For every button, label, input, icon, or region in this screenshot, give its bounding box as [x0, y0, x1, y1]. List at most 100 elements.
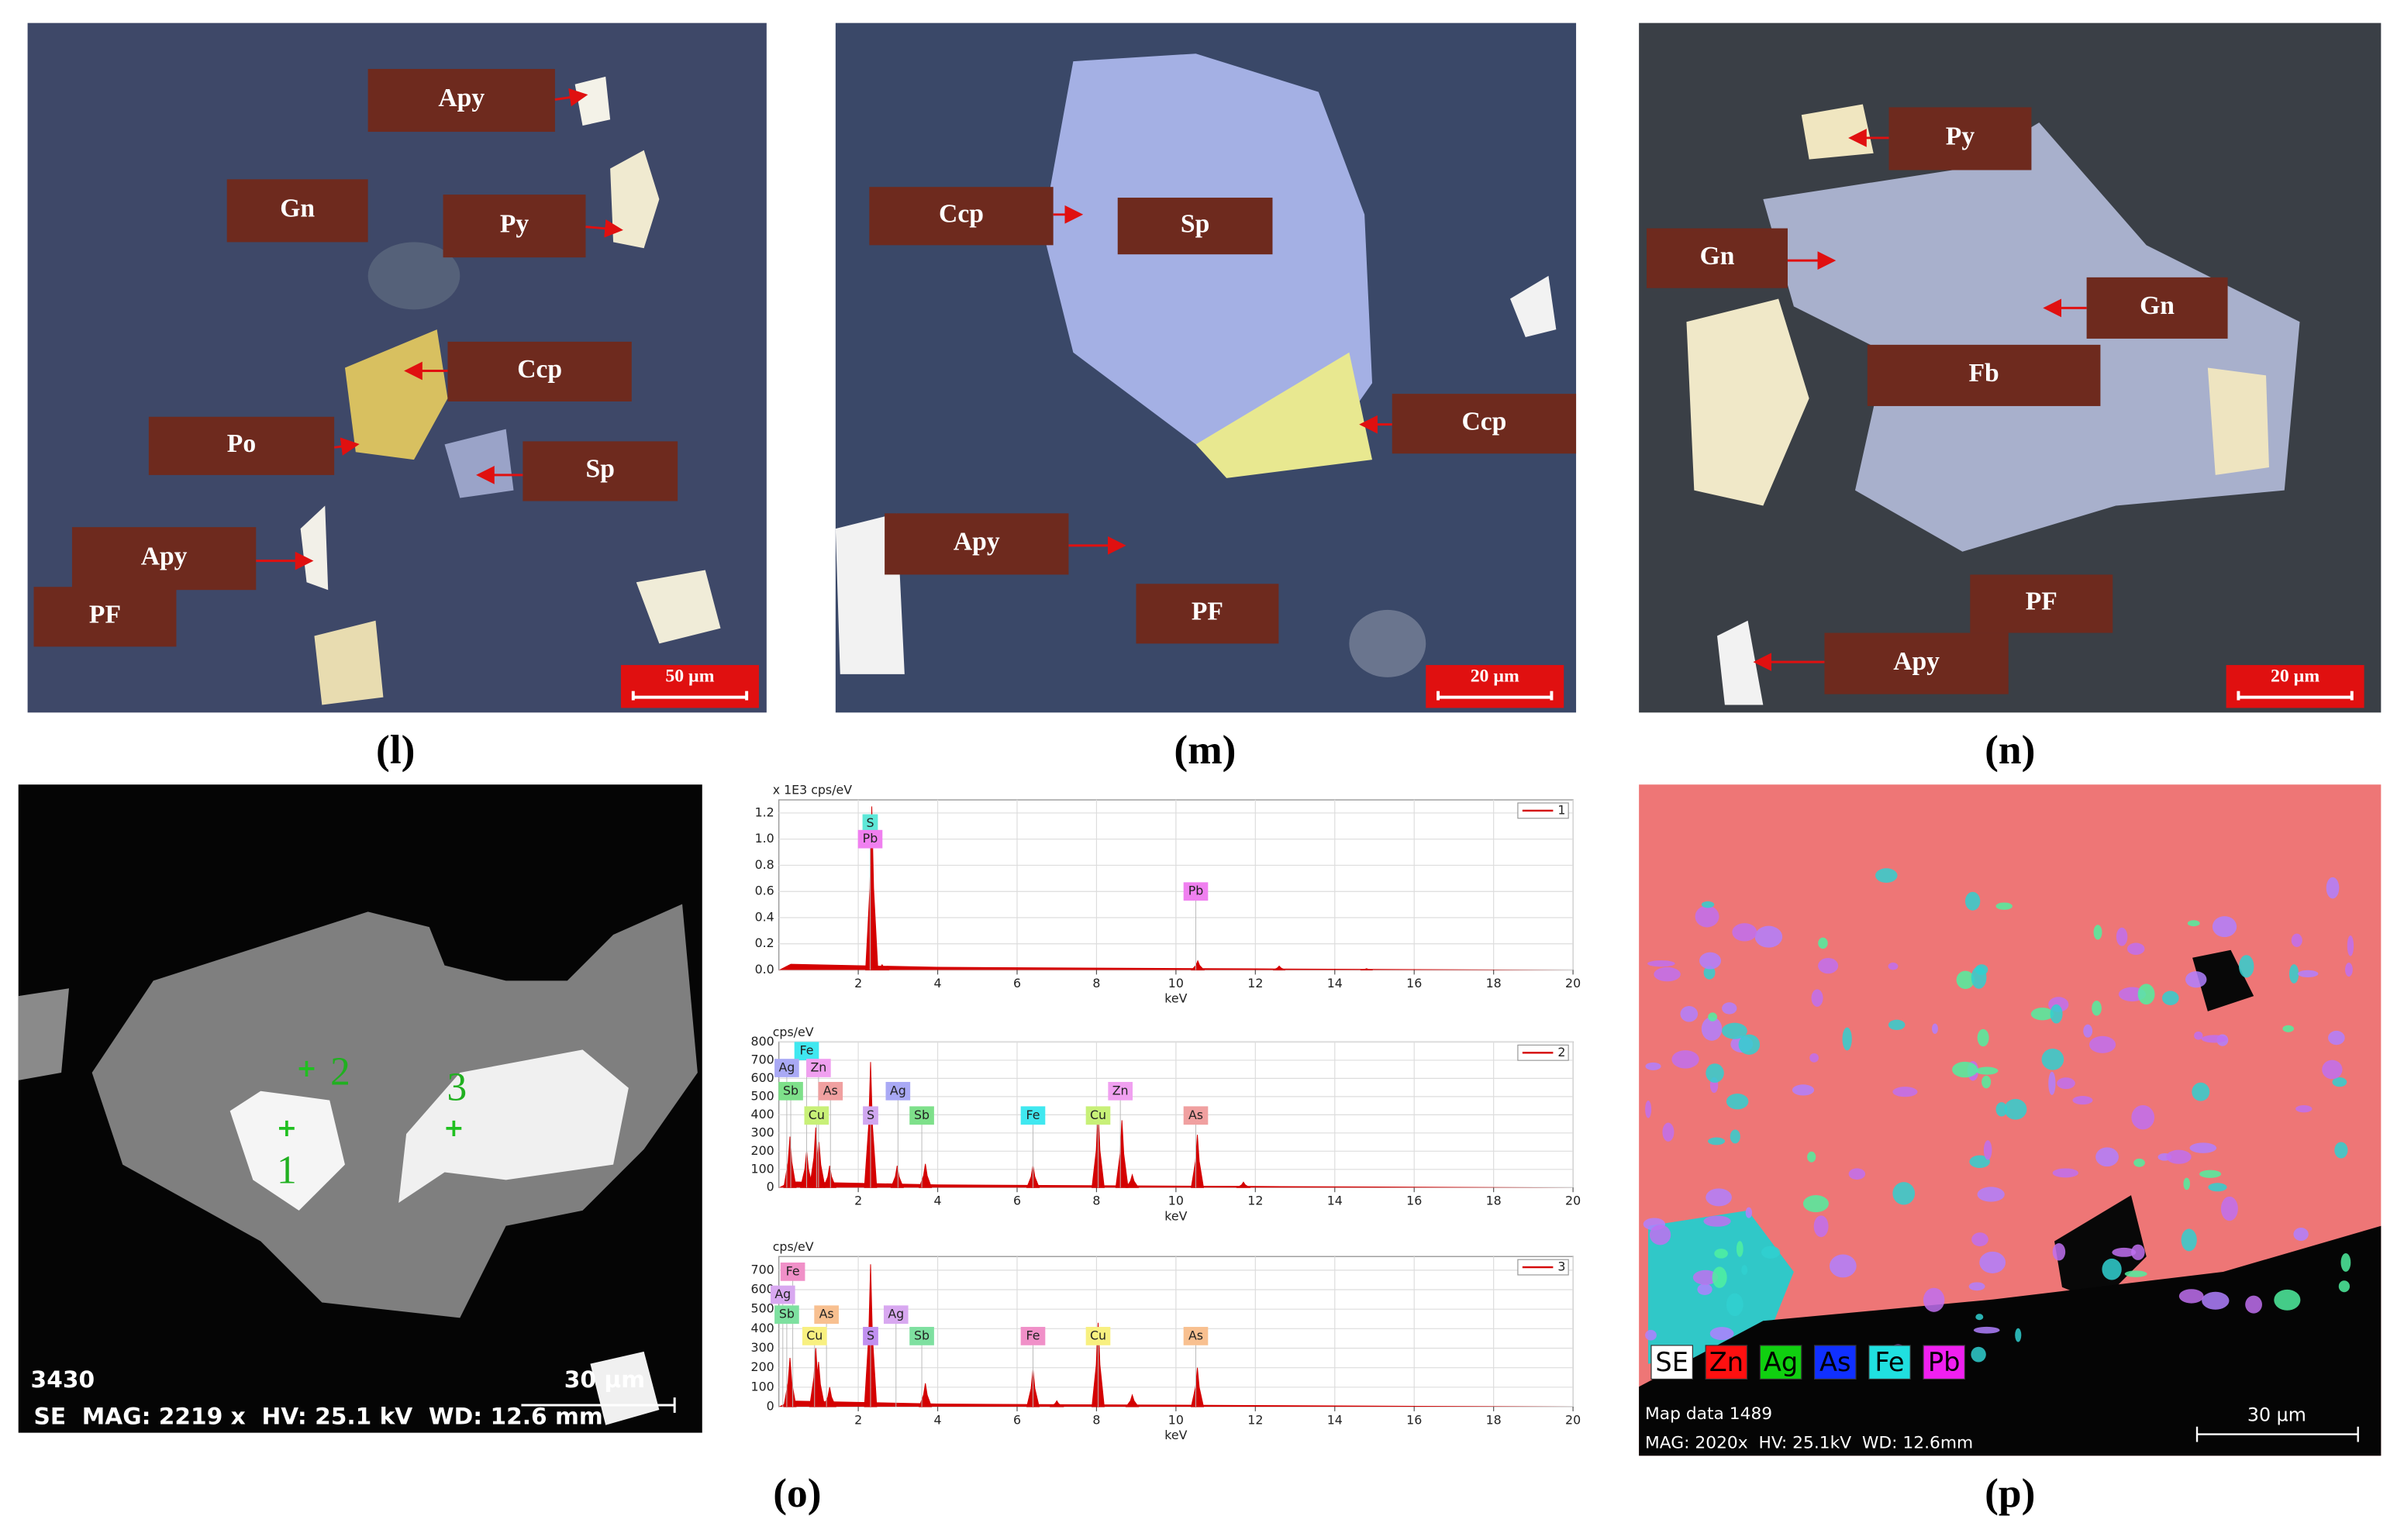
y-tick-label: 0: [767, 1398, 774, 1413]
speck: [2347, 935, 2354, 956]
speck: [1726, 1293, 1744, 1317]
peak-label-box: [885, 1081, 911, 1101]
speck: [1813, 1215, 1829, 1238]
y-unit: cps/eV: [773, 1025, 814, 1039]
speck: [1818, 958, 1839, 974]
speck: [1654, 966, 1681, 982]
label-box: [869, 187, 1054, 246]
speck: [1714, 1249, 1728, 1259]
peak-label: As: [1188, 1328, 1203, 1342]
x-tick-label: 20: [1565, 976, 1581, 990]
speck: [1811, 989, 1823, 1007]
speck: [1969, 1155, 1990, 1169]
speck: [2041, 1048, 2064, 1070]
x-tick-label: 8: [1092, 1194, 1100, 1208]
speck: [1973, 1326, 2000, 1334]
map-scale: 30 µm: [2247, 1404, 2306, 1425]
point-label: 3: [447, 1066, 467, 1110]
speck: [2133, 1158, 2145, 1167]
peak-label: Fe: [1026, 1328, 1040, 1342]
speck: [2208, 1183, 2227, 1192]
speck: [1706, 1063, 1724, 1083]
speck: [1875, 868, 1898, 883]
label-box: [1888, 107, 2032, 171]
speck: [1703, 1215, 1731, 1227]
peak-label: As: [1188, 1108, 1203, 1122]
speck: [1736, 1241, 1744, 1257]
peak-label-box: [909, 1106, 934, 1125]
mineral-label: Gn: [2140, 291, 2175, 320]
peak-label: As: [819, 1307, 834, 1321]
x-tick-label: 20: [1565, 1412, 1581, 1427]
y-tick-label: 600: [751, 1070, 774, 1085]
label-box: [1117, 198, 1273, 255]
peak-label-box: [780, 1262, 805, 1281]
scale-bar: [2237, 691, 2354, 701]
peak-label-box: [1183, 1327, 1209, 1345]
speck: [1645, 1100, 1652, 1118]
label-box: [1867, 344, 2101, 406]
x-axis-label: keV: [1164, 991, 1187, 1006]
x-tick-label: 4: [934, 976, 942, 990]
mineral-label: PF: [89, 601, 121, 629]
mineral-label: Apy: [438, 84, 485, 112]
peak-label-box: [1108, 1081, 1133, 1101]
speck: [2297, 970, 2319, 978]
legend-label: Zn: [1709, 1347, 1744, 1377]
speck: [2328, 1030, 2345, 1046]
speck: [2161, 990, 2179, 1005]
speck: [1741, 1265, 1748, 1276]
x-tick-label: 2: [854, 976, 862, 990]
speck: [1842, 1027, 1852, 1051]
mineral-label: Gn: [280, 195, 315, 223]
legend-swatch: [1705, 1345, 1748, 1380]
speck: [2057, 1077, 2075, 1090]
peak-label-box: [778, 1081, 803, 1101]
point-marker: +: [443, 1115, 464, 1142]
x-tick-label: 2: [854, 1412, 862, 1427]
peak-label: Fe: [800, 1043, 814, 1058]
peak-label-box: [774, 1305, 799, 1325]
speck: [2338, 1280, 2351, 1293]
speck: [1829, 1254, 1857, 1278]
label-box: [71, 527, 257, 591]
y-tick-label: 200: [751, 1143, 774, 1158]
speck: [1971, 1232, 1988, 1247]
label-box: [2086, 277, 2228, 339]
scale-label: 20 µm: [2271, 666, 2319, 686]
speck: [1792, 1084, 1815, 1096]
speck: [2088, 1035, 2116, 1053]
label-box: [447, 341, 632, 402]
x-tick-label: 16: [1406, 1412, 1422, 1427]
speck: [2093, 925, 2102, 940]
x-tick-label: 14: [1327, 1194, 1343, 1208]
peak-label: Ag: [890, 1083, 906, 1097]
speck: [2131, 1244, 2145, 1260]
y-tick-label: 1.0: [755, 831, 774, 846]
speck: [1971, 1346, 1986, 1363]
speck: [1802, 1194, 1829, 1213]
peak-label-box: [818, 1081, 843, 1101]
y-tick-label: 0.4: [755, 909, 774, 924]
speck: [2326, 877, 2340, 899]
speck: [1708, 1137, 1726, 1146]
x-axis-label: keV: [1164, 1208, 1187, 1223]
x-tick-label: 6: [1013, 976, 1021, 990]
peak-label: Sb: [914, 1108, 930, 1122]
y-tick-label: 0.8: [755, 857, 774, 872]
label-box: [33, 587, 177, 647]
peak-label-box: [804, 1106, 830, 1125]
sem-info: SE MAG: 2219 x HV: 25.1 kV WD: 12.6 mm: [34, 1402, 603, 1429]
mineral-label: Sp: [586, 455, 615, 484]
speck: [1645, 1329, 1657, 1341]
speck: [1931, 1023, 1938, 1034]
speck: [2199, 1170, 2222, 1178]
legend-swatch: [1650, 1345, 1693, 1380]
peak-label-box: [1020, 1106, 1046, 1125]
mineral-label: Fb: [1968, 359, 1999, 388]
speck: [1975, 1066, 1999, 1075]
speck: [1680, 1006, 1699, 1022]
speck: [1671, 1050, 1699, 1069]
speck: [1888, 962, 1899, 970]
speck: [1977, 1187, 2005, 1202]
